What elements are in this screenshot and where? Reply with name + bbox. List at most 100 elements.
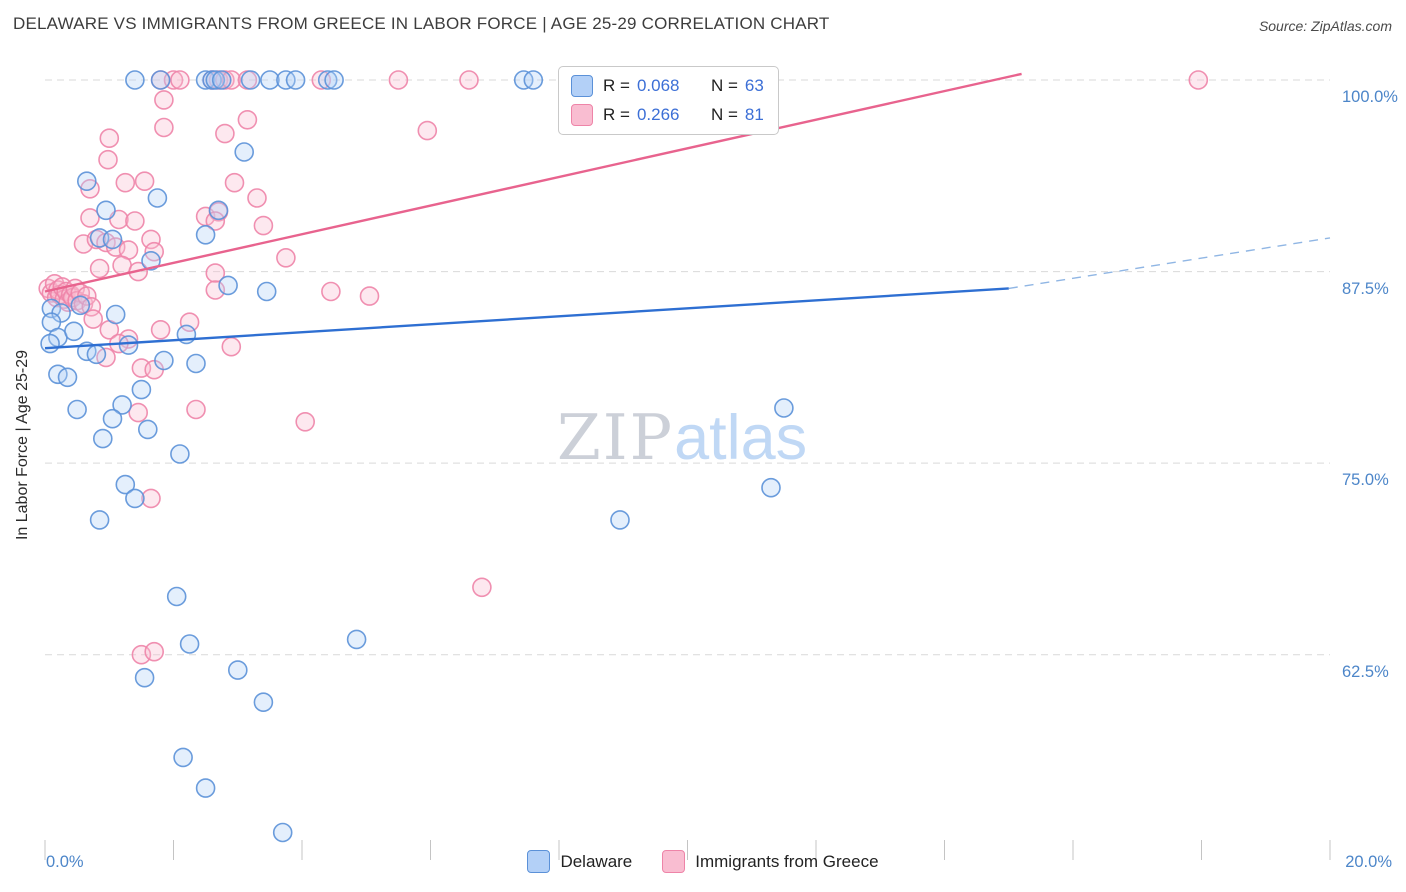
scatter-point-greece <box>150 319 171 340</box>
scatter-point-delaware <box>285 70 306 90</box>
scatter-point-delaware <box>138 419 158 440</box>
scatter-point-delaware <box>256 281 277 302</box>
scatter-point-greece <box>179 312 200 333</box>
r-prefix: R = <box>603 76 630 95</box>
scatter-point-greece <box>125 211 145 231</box>
scatter-point-delaware <box>125 70 145 90</box>
scatter-point-greece <box>417 120 438 141</box>
scatter-point-greece <box>83 309 103 329</box>
scatter-point-delaware <box>173 747 193 768</box>
scatter-point-greece <box>186 399 206 420</box>
scatter-point-delaware <box>105 304 126 325</box>
scatter-point-greece <box>221 336 242 357</box>
legend-row-delaware: R = 0.068 N = 63 <box>571 75 764 97</box>
scatter-point-delaware <box>228 660 248 680</box>
n-prefix: N = <box>710 105 738 124</box>
legend-item-delaware: Delaware <box>527 850 632 873</box>
scatter-point-delaware <box>102 229 123 250</box>
legend-item-greece: Immigrants from Greece <box>662 850 879 873</box>
scatter-point-delaware <box>150 70 171 90</box>
scatter-point-greece <box>154 117 174 138</box>
scatter-point-delaware <box>208 200 229 221</box>
series-legend: Delaware Immigrants from Greece <box>0 850 1406 873</box>
scatter-point-delaware <box>77 171 97 191</box>
scatter-point-delaware <box>93 428 113 449</box>
delaware-swatch <box>527 850 551 873</box>
scatter-point-delaware <box>774 398 794 418</box>
scatter-point-delaware <box>134 667 155 688</box>
scatter-point-greece <box>128 402 148 423</box>
scatter-point-greece <box>247 188 267 208</box>
scatter-point-greece <box>115 172 136 193</box>
x-axis-min-label: 0.0% <box>46 853 84 871</box>
stats-legend-box: R = 0.068 N = 63 R = 0.266 N = 81 <box>558 66 779 135</box>
scatter-point-greece <box>359 286 380 306</box>
scatter-point-delaware <box>610 510 630 530</box>
source-label: Source: ZipAtlas.com <box>1258 18 1392 34</box>
scatter-point-greece <box>144 641 164 662</box>
trend-line-delaware <box>44 287 1009 350</box>
scatter-point-delaware <box>89 510 110 530</box>
scatter-point-delaware <box>211 70 232 90</box>
scatter-point-delaware <box>179 634 200 654</box>
scatter-point-delaware <box>166 586 187 607</box>
greece-swatch <box>571 104 593 126</box>
delaware-swatch <box>571 75 593 97</box>
scatter-point-greece <box>237 110 258 130</box>
legend-label-greece: Immigrants from Greece <box>695 851 879 871</box>
scatter-point-greece <box>472 577 492 598</box>
r-value-delaware: 0.068 <box>636 76 680 95</box>
scatter-point-delaware <box>131 379 152 400</box>
legend-row-greece: R = 0.266 N = 81 <box>571 104 764 126</box>
y-tick-100: 100.0% <box>1342 88 1398 106</box>
scatter-point-delaware <box>205 70 226 90</box>
scatter-point-delaware <box>761 477 781 498</box>
scatter-point-delaware <box>141 250 161 271</box>
scatter-point-delaware <box>154 350 174 371</box>
scatter-point-delaware <box>234 142 254 162</box>
scatter-point-delaware <box>272 822 293 843</box>
scatter-point-delaware <box>70 295 91 316</box>
scatter-point-greece <box>141 488 161 509</box>
scatter-point-greece <box>276 247 296 268</box>
scatter-point-greece <box>388 70 409 90</box>
n-value-greece: 81 <box>744 105 764 124</box>
scatter-point-greece <box>1188 70 1209 90</box>
x-axis-max-label: 20.0% <box>1345 853 1392 871</box>
scatter-point-greece <box>141 229 161 250</box>
scatter-point-delaware <box>195 225 216 245</box>
scatter-point-delaware <box>240 70 261 90</box>
scatter-point-greece <box>134 171 155 191</box>
scatter-point-delaware <box>112 395 132 415</box>
scatter-point-greece <box>98 149 118 170</box>
scatter-point-delaware <box>317 70 338 90</box>
scatter-point-delaware <box>57 367 78 388</box>
scatter-point-greece <box>170 70 190 90</box>
scatter-point-delaware <box>186 353 206 374</box>
scatter-point-delaware <box>195 778 216 798</box>
scatter-point-greece <box>205 263 226 283</box>
scatter-point-greece <box>89 258 110 279</box>
scatter-point-delaware <box>125 488 145 509</box>
scatter-point-greece <box>99 128 120 148</box>
y-tick-62-5: 62.5% <box>1342 663 1389 681</box>
scatter-point-delaware <box>324 70 344 90</box>
page-title: DELAWARE VS IMMIGRANTS FROM GREECE IN LA… <box>13 14 830 33</box>
scatter-point-greece <box>224 172 245 193</box>
r-value-greece: 0.266 <box>636 105 680 124</box>
scatter-point-delaware <box>523 70 544 90</box>
scatter-point-delaware <box>41 298 62 319</box>
trend-line-delaware <box>1008 237 1331 290</box>
scatter-point-greece <box>253 215 274 236</box>
y-tick-75: 75.0% <box>1342 471 1389 489</box>
scatter-point-delaware <box>102 408 123 429</box>
r-prefix: R = <box>603 105 630 124</box>
scatter-point-delaware <box>253 692 274 713</box>
scatter-point-delaware <box>218 275 238 296</box>
scatter-point-greece <box>295 411 316 432</box>
y-tick-87-5: 87.5% <box>1342 280 1389 298</box>
scatter-point-greece <box>321 281 341 302</box>
scatter-point-delaware <box>115 474 136 495</box>
scatter-point-delaware <box>64 321 84 342</box>
